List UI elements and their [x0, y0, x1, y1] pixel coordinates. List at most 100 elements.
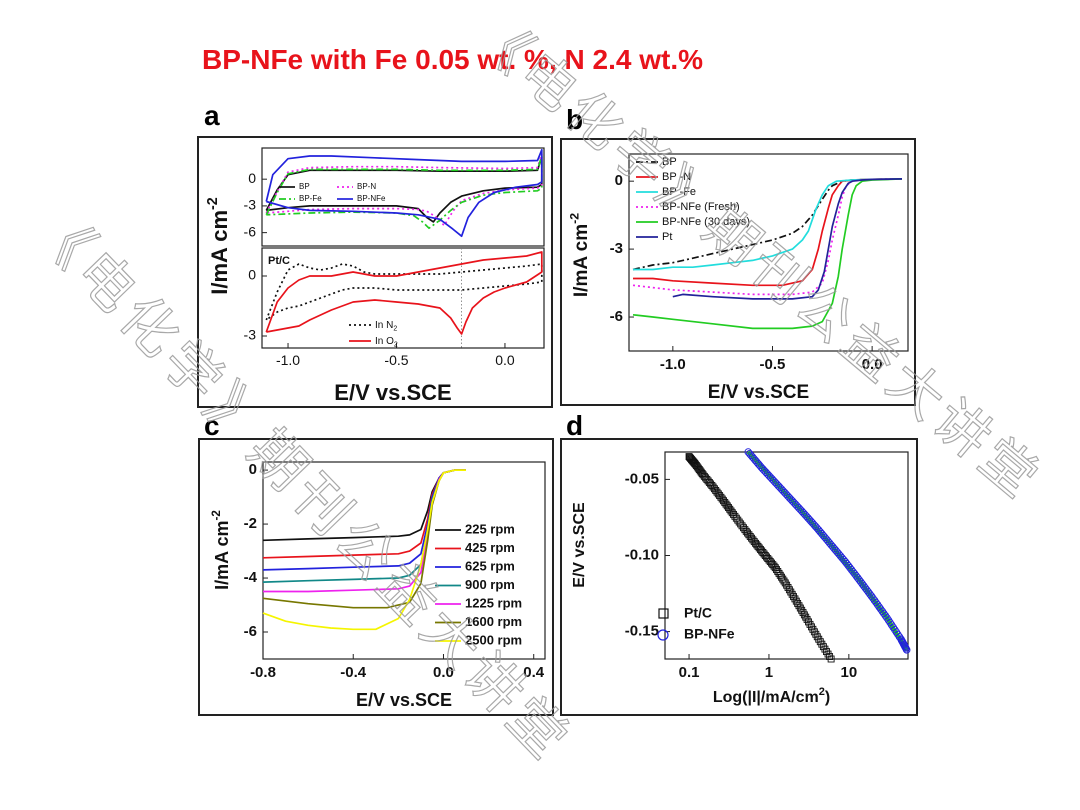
chart-d-legend-bpnfe-label: BP-NFe [684, 626, 735, 642]
chart-b-ylabel-sup: -2 [567, 213, 581, 224]
chart-a-top-series-BP [265, 156, 543, 223]
chart-c-xlabel: E/V vs.SCE [356, 690, 452, 710]
chart-panel-c: -0.8 -0.4 0.0 0.4 0 -2 -4 -6 225 rpm 425 rpm 625 r… [198, 438, 554, 716]
panel-label-b: b [566, 104, 584, 135]
chart-a-legend-inN2-label-sub: 2 [393, 325, 397, 332]
chart-a-bottom-ytick-label: 0 [248, 267, 256, 283]
chart-b-legend-Pt-label: Pt [662, 231, 672, 243]
chart-b-ylabel: I/mA cm-2 [567, 213, 592, 297]
chart-c-legend-900 rpm-label: 900 rpm [465, 577, 515, 592]
chart-a-ylabel: I/mA cm-2 [205, 197, 232, 295]
chart-b-legend-BP-NFe (30 days)-label: BP-NFe (30 days) [662, 216, 750, 228]
chart-a-xlabel: E/V vs.SCE [334, 380, 451, 405]
chart-c-series-2500 rpm [262, 469, 466, 631]
chart-a-ylabel-sup: -2 [205, 197, 221, 210]
chart-a-legend-BP-N-label: BP-N [357, 182, 376, 191]
chart-c-legend-2500 rpm-label: 2500 rpm [465, 632, 522, 647]
chart-d-point-ptc [774, 568, 782, 575]
chart-c-xtick-label: 0.4 [523, 664, 545, 681]
chart-a-bottom-series-In O2 [265, 251, 543, 335]
chart-b-series-BP [632, 178, 903, 271]
chart-d-legend-bpnfe-marker [657, 629, 669, 641]
chart-c-legend-225 rpm-label: 225 rpm [465, 521, 515, 536]
chart-d-point-bpnfe [902, 646, 911, 654]
chart-a-legend-inO2-label-sub: 2 [394, 341, 398, 348]
chart-d-xtick-label: 0.1 [679, 664, 700, 681]
chart-c-xtick-label: -0.8 [250, 664, 276, 681]
chart-c-ytick-label: -2 [244, 515, 257, 532]
chart-d-svg: 0.1 1 10 -0.05 -0.10 -0.15 Pt/C BP-NFe Log(|I|/m… [571, 448, 911, 706]
chart-b-frame [628, 153, 909, 352]
chart-b-ytick-label: -3 [610, 240, 623, 257]
chart-c-ytick-label: -4 [244, 569, 258, 586]
chart-a-xtick-label: 0.0 [495, 352, 515, 368]
chart-d-xlabel-sup: 2 [819, 686, 825, 698]
panel-label-d: d [566, 410, 584, 441]
chart-d-series-fit [746, 450, 909, 651]
chart-a-top-series-BP-N [265, 153, 543, 227]
chart-c-legend-1225 rpm-label: 1225 rpm [465, 595, 522, 610]
chart-b-series-BP-NFe (Fresh) [632, 178, 903, 296]
chart-c-ylabel-main: I/mA cm [212, 521, 232, 590]
chart-a-top-frame [261, 147, 545, 247]
chart-b-legend-BP -N-label: BP -N [662, 171, 691, 183]
chart-c-ylabel-sup: -2 [210, 510, 223, 521]
chart-d-ytick-label: -0.15 [625, 623, 659, 640]
chart-d-xlabel: Log(|I|/mA/cm2) [713, 686, 830, 706]
chart-b-legend-BP-label: BP [662, 156, 677, 168]
chart-a-top-ytick-label: -3 [244, 197, 257, 213]
chart-a-top-ytick-label: 0 [248, 170, 256, 186]
chart-d-xlabel-main: Log(|I|/mA/cm [713, 689, 819, 706]
chart-b-xlabel: E/V vs.SCE [708, 382, 809, 403]
chart-panel-a: 0 -3 -6 BP BP-N BP-Fe BP-NFe 0 -3 Pt/C In N2 In O2-… [197, 136, 553, 408]
chart-panel-b: -1.0 -0.5 0.0 0 -3 -6 BP BP -N BP -Fe BP-NFe (Fre… [560, 138, 916, 406]
chart-c-legend-625 rpm-label: 625 rpm [465, 558, 515, 573]
chart-c-xtick-label: 0.0 [433, 664, 454, 681]
chart-a-top-ytick-label: -6 [244, 223, 257, 239]
chart-b-xtick-label: -0.5 [760, 356, 786, 373]
chart-d-point-ptc [779, 575, 787, 583]
chart-a-legend-BP-Fe-label: BP-Fe [299, 194, 322, 203]
chart-a-ylabel-main: I/mA cm [207, 210, 232, 295]
chart-b-svg: -1.0 -0.5 0.0 0 -3 -6 BP BP -N BP -Fe BP-NFe (Fre… [567, 153, 909, 403]
chart-a-legend-inN2-label: In N2 [375, 320, 397, 333]
chart-a-legend-BP-label: BP [299, 182, 310, 191]
chart-c-svg: -0.8 -0.4 0.0 0.4 0 -2 -4 -6 225 rpm 425 rpm 625 r… [210, 461, 546, 710]
chart-a-top-series-BP-Fe [265, 155, 543, 230]
chart-d-point-ptc [771, 564, 779, 572]
chart-c-legend-425 rpm-label: 425 rpm [465, 540, 515, 555]
chart-d-point-ptc [776, 571, 784, 579]
panel-label-a: a [204, 100, 220, 131]
chart-d-ylabel: E/V vs.SCE [571, 502, 588, 588]
chart-c-frame [262, 461, 546, 660]
chart-d-point-ptc [773, 566, 780, 574]
chart-panel-d: 0.1 1 10 -0.05 -0.10 -0.15 Pt/C BP-NFe Log(|I|/m… [560, 438, 918, 716]
chart-b-xtick-label: -1.0 [660, 356, 686, 373]
chart-d-point-ptc [826, 653, 834, 660]
chart-a-bottom-series-In N2 [265, 263, 543, 321]
chart-b-series-BP -Fe [633, 178, 903, 271]
chart-d-xtick-label: 1 [765, 664, 773, 681]
chart-d-point-bpnfe [902, 644, 910, 653]
chart-b-ytick-label: -6 [610, 308, 623, 325]
chart-a-legend-inO2-label: In O2 [375, 336, 398, 349]
chart-a-legend-BP-NFe-label: BP-NFe [357, 194, 386, 203]
chart-d-ytick-label: -0.05 [625, 470, 659, 487]
chart-d-point-ptc [778, 573, 785, 581]
chart-c-legend-1600 rpm-label: 1600 rpm [465, 614, 522, 629]
chart-d-point-ptc [827, 655, 835, 663]
panel-label-c: c [204, 410, 220, 441]
chart-c-ytick-label: 0 [249, 461, 257, 478]
chart-a-legend-inN2-label-main: In N [375, 320, 393, 331]
chart-c-ytick-label: -6 [244, 623, 257, 640]
chart-b-series-Pt [672, 178, 903, 300]
chart-c-ylabel: I/mA cm-2 [210, 510, 232, 590]
chart-b-legend-BP-NFe (Fresh)-label: BP-NFe (Fresh) [662, 201, 740, 213]
chart-d-ytick-label: -0.10 [625, 546, 659, 563]
chart-d-xtick-label: 10 [841, 664, 858, 681]
chart-a-bottom-frame [261, 247, 545, 349]
chart-b-legend-BP -Fe-label: BP -Fe [662, 186, 696, 198]
chart-d-legend-ptc-label: Pt/C [684, 605, 712, 621]
chart-a-xtick-label: -0.5 [384, 352, 408, 368]
